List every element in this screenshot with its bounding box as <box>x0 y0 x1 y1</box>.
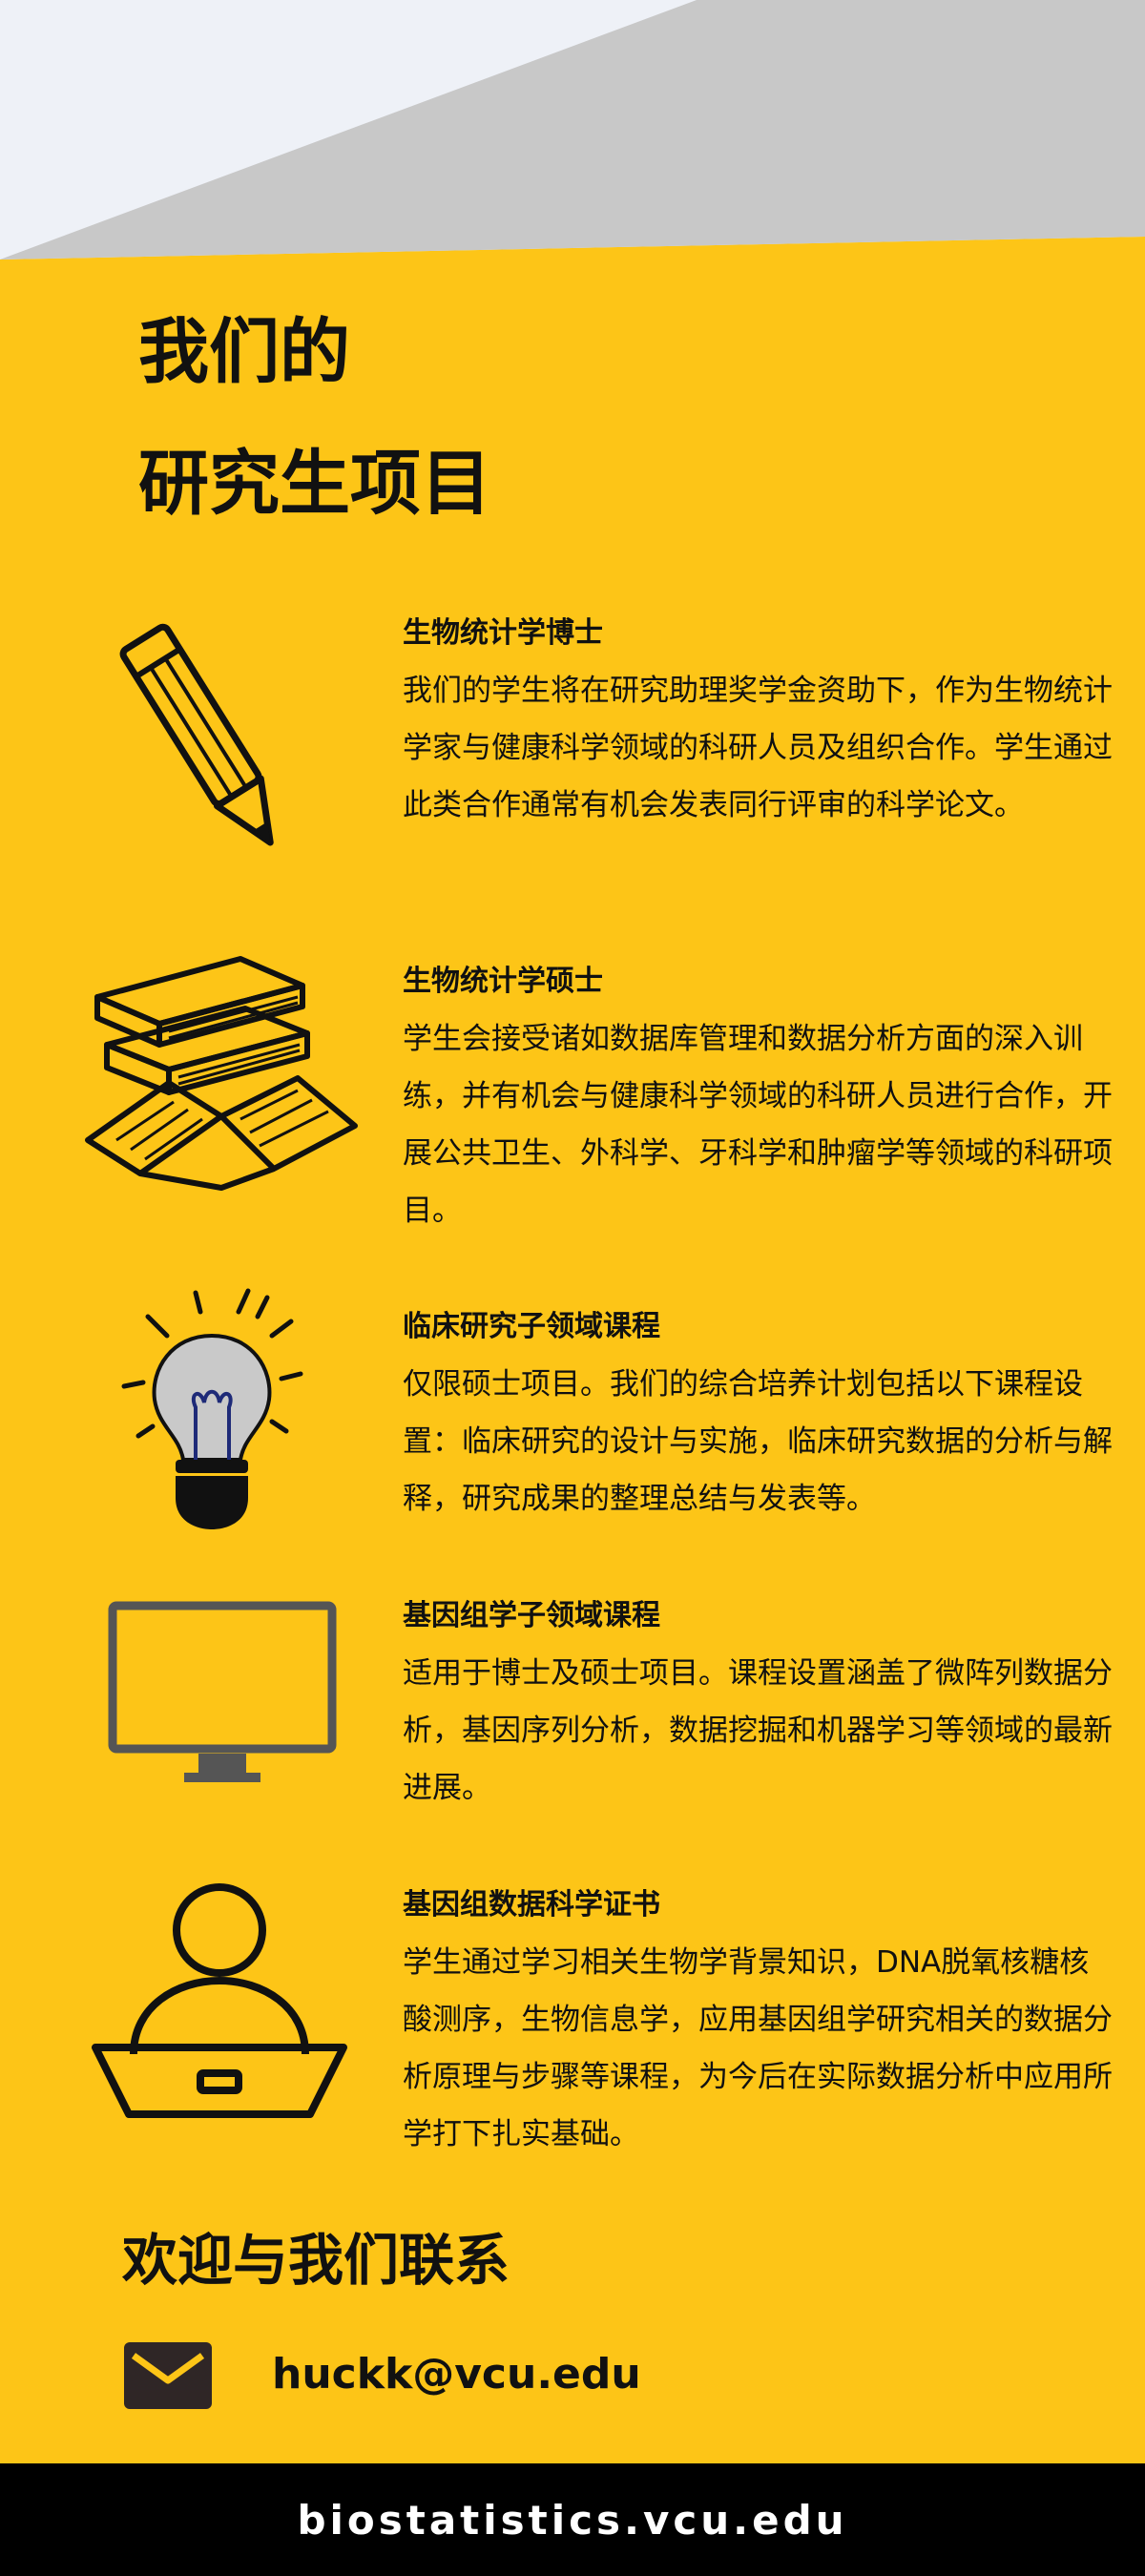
title-line-2: 研究生项目 <box>138 443 491 525</box>
lightbulb-icon <box>121 1288 303 1529</box>
monitor-icon <box>108 1601 337 1782</box>
program-description: 学生通过学习相关生物学背景知识，DNA脱氧核糖核酸测序，生物信息学，应用基因组学… <box>403 1945 1113 2151</box>
program-description: 适用于博士及硕士项目。课程设置涵盖了微阵列数据分析，基因序列分析，数据挖掘和机器… <box>403 1656 1113 1805</box>
program-heading: 生物统计学博士 <box>403 616 603 650</box>
page-title: 我们的 研究生项目 <box>138 286 491 550</box>
program-heading: 临床研究子领域课程 <box>403 1310 660 1343</box>
program-heading: 生物统计学硕士 <box>403 965 603 998</box>
program-description: 仅限硕士项目。我们的综合培养计划包括以下课程设置：临床研究的设计与实施，临床研究… <box>403 1367 1113 1516</box>
email-link[interactable]: huckk@vcu.edu <box>272 2350 641 2399</box>
program-description: 我们的学生将在研究助理奖学金资助下，作为生物统计学家与健康科学领域的科研人员及组… <box>403 674 1113 822</box>
person-laptop-icon <box>92 1883 347 2118</box>
books-icon <box>85 956 358 1191</box>
program-description: 学生会接受诸如数据库管理和数据分析方面的深入训练，并有机会与健康科学领域的科研人… <box>403 1022 1113 1228</box>
program-heading: 基因组学子领域课程 <box>403 1599 660 1632</box>
mail-icon <box>124 2342 212 2409</box>
contact-title: 欢迎与我们联系 <box>122 2228 510 2293</box>
website-link[interactable]: biostatistics.vcu.edu <box>297 2496 848 2544</box>
pencil-icon <box>119 623 274 846</box>
footer-bar: biostatistics.vcu.edu <box>0 2463 1145 2576</box>
top-banner <box>0 0 1145 277</box>
program-heading: 基因组数据科学证书 <box>403 1888 660 1922</box>
title-line-1: 我们的 <box>138 311 350 393</box>
